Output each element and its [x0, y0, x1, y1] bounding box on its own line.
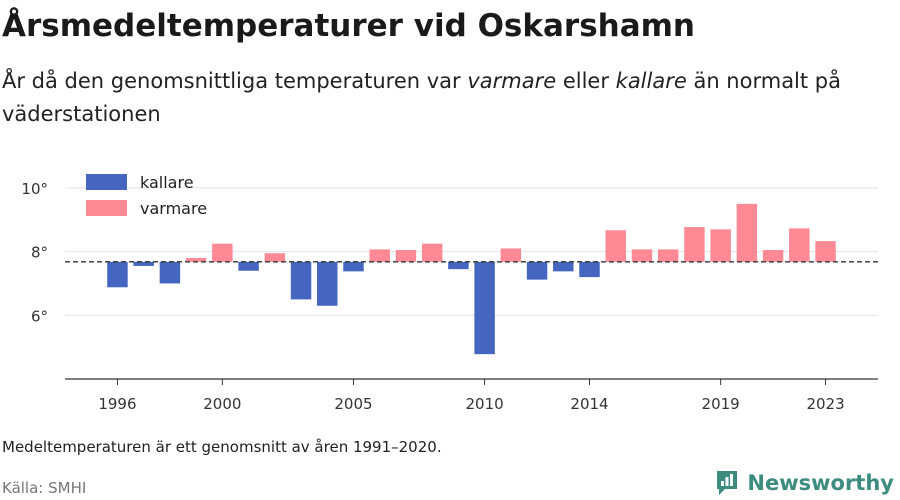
subtitle-part-2: eller: [556, 69, 616, 93]
bar-2015: [605, 230, 626, 262]
subtitle-word-cold: kallare: [615, 69, 687, 93]
newsworthy-logo-icon: [717, 471, 738, 495]
chart-source: Källa: SMHI: [2, 479, 87, 497]
x-tick-label: 2023: [806, 395, 844, 413]
bar-2011: [500, 248, 522, 262]
bar-2014: [579, 261, 600, 278]
subtitle-part-1: År då den genomsnittliga temperaturen va…: [2, 69, 468, 93]
x-tick-label: 2019: [702, 395, 740, 413]
x-tick-label: 2014: [570, 395, 608, 413]
bar-2019: [710, 229, 731, 262]
x-tick-label: 1996: [98, 395, 136, 413]
chart-subtitle: År då den genomsnittliga temperaturen va…: [2, 65, 892, 131]
bar-2004: [317, 261, 338, 306]
brand-logo: Newsworthy: [715, 468, 894, 498]
bar-1999: [185, 257, 207, 262]
bar-1998: [159, 261, 181, 284]
bar-2000: [212, 243, 233, 262]
legend-swatch-warm: [86, 200, 127, 216]
bar-1997: [133, 261, 154, 266]
chart-note: Medeltemperaturen är ett genomsnitt av å…: [2, 438, 442, 456]
bar-2021: [762, 250, 784, 262]
brand-name: Newsworthy: [747, 471, 894, 495]
bar-2007: [395, 250, 417, 262]
legend-label-cold: kallare: [140, 173, 194, 192]
subtitle-word-warm: varmare: [467, 69, 557, 93]
chart-title: Årsmedeltemperaturer vid Oskarshamn: [2, 8, 696, 44]
bar-2017: [657, 249, 679, 262]
bar-2020: [736, 203, 758, 262]
bar-2001: [238, 261, 259, 271]
bar-2009: [448, 261, 469, 270]
bar-2008: [421, 243, 443, 262]
bar-2002: [264, 253, 286, 262]
x-tick-label: 2010: [466, 395, 504, 413]
legend-swatch-cold: [86, 174, 127, 190]
bar-2005: [343, 261, 364, 272]
bar-2022: [789, 228, 810, 262]
bar-2003: [290, 261, 312, 300]
bar-2016: [631, 249, 653, 262]
y-tick-label: 6°: [31, 307, 48, 325]
bar-2018: [684, 227, 705, 262]
x-tick-label: 2000: [203, 395, 241, 413]
bar-2006: [369, 249, 390, 262]
x-tick-label: 2005: [334, 395, 372, 413]
y-tick-label: 10°: [21, 180, 48, 198]
y-tick-label: 8°: [31, 244, 48, 262]
bar-2010: [474, 261, 495, 355]
subtitle-part-3: än normalt på väderstationen: [2, 69, 841, 126]
temperature-bar-chart: 6° 8° 10° 1996 2000 2005 2010 2014 2019 2023 kalla…: [21, 173, 878, 413]
bar-2013: [553, 261, 574, 272]
bar-2023: [815, 241, 836, 262]
bar-2012: [526, 261, 548, 280]
bar-1996: [107, 261, 128, 288]
legend-label-warm: varmare: [140, 199, 207, 218]
